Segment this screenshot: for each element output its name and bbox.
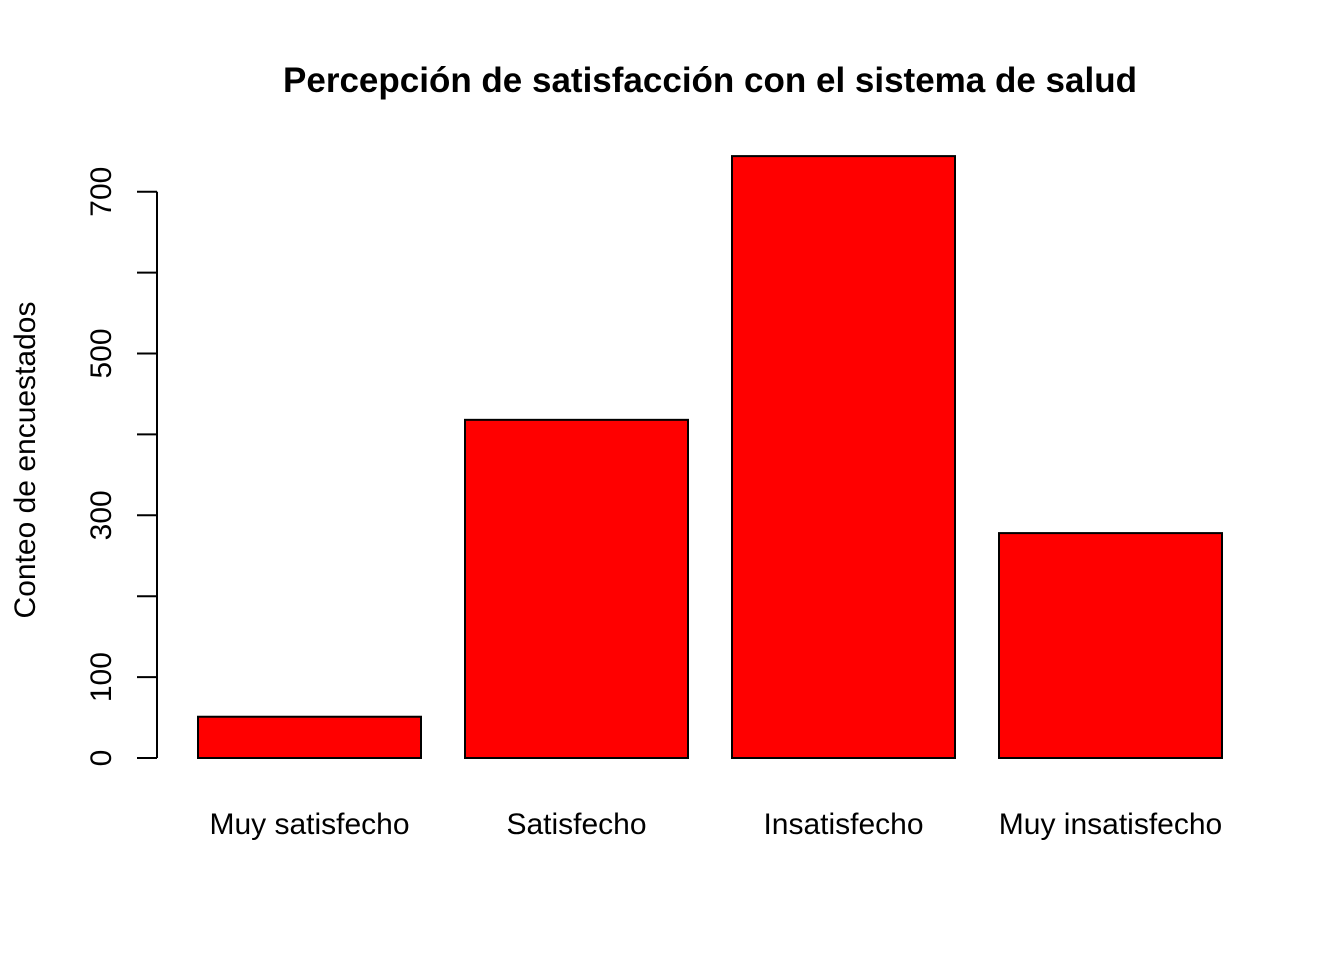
bars-group bbox=[197, 155, 1223, 760]
bar bbox=[998, 532, 1223, 760]
category-label: Muy satisfecho bbox=[209, 808, 409, 841]
category-label: Muy insatisfecho bbox=[999, 808, 1222, 841]
bar bbox=[731, 155, 956, 759]
y-tick-label: 500 bbox=[85, 328, 118, 378]
y-tick-label: 300 bbox=[85, 490, 118, 540]
category-label: Insatisfecho bbox=[763, 808, 923, 841]
y-tick-label: 700 bbox=[85, 167, 118, 217]
y-tick-label: 0 bbox=[85, 750, 118, 767]
y-axis: 0 100 300 500 700 bbox=[85, 167, 158, 767]
category-labels: Muy satisfecho Satisfecho Insatisfecho Muy … bbox=[209, 808, 1222, 841]
y-axis-label: Conteo de encuestados bbox=[9, 302, 42, 619]
bar bbox=[464, 418, 689, 759]
y-tick-label: 100 bbox=[85, 652, 118, 702]
bar bbox=[197, 715, 422, 760]
category-label: Satisfecho bbox=[506, 808, 646, 841]
chart-title: Percepción de satisfacción con el sistem… bbox=[283, 61, 1137, 100]
